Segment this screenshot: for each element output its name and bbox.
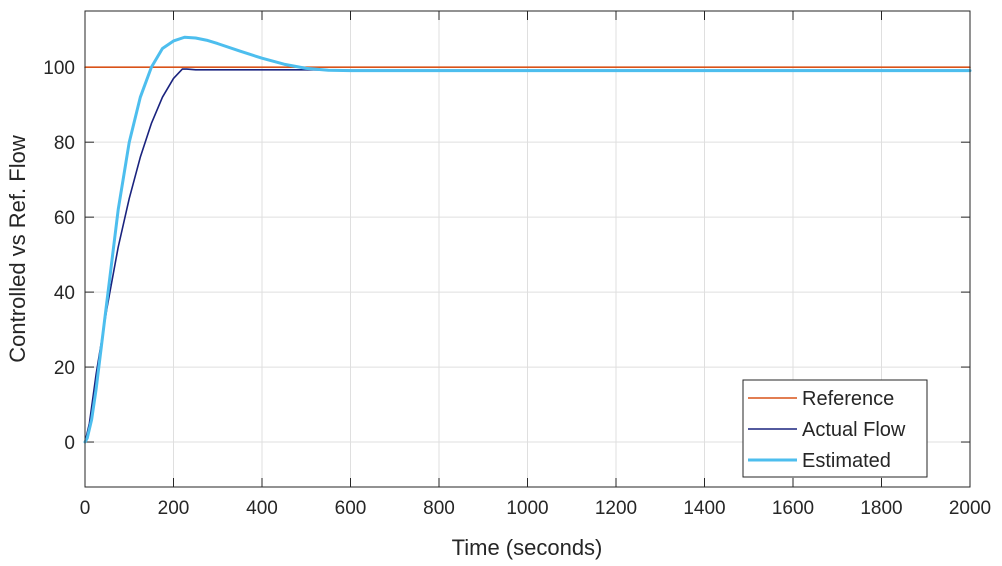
x-tick-label: 600 [335,498,367,519]
x-tick-label: 1000 [506,498,548,519]
x-tick-label: 0 [80,498,91,519]
x-tick-label: 200 [158,498,190,519]
y-tick-label: 0 [64,433,75,454]
x-tick-label: 400 [246,498,278,519]
x-tick-label: 1400 [683,498,725,519]
legend-label-actual-flow: Actual Flow [802,419,906,441]
y-axis-label: Controlled vs Ref. Flow [5,135,30,363]
x-tick-label: 1600 [772,498,814,519]
x-tick-label: 1800 [860,498,902,519]
x-tick-label: 2000 [949,498,991,519]
tick-labels: 0 200 400 600 800 1000 1200 1400 1600 1800 2000 0 20… [43,58,991,519]
x-tick-label: 800 [423,498,455,519]
y-tick-label: 80 [54,133,75,154]
plot-frame [84,10,971,488]
x-axis-label: Time (seconds) [452,535,603,560]
series-group [83,35,972,444]
y-tick-label: 20 [54,358,75,379]
legend-label-reference: Reference [802,388,894,410]
legend: Reference Actual Flow Estimated [742,379,928,478]
x-tick-label: 1200 [595,498,637,519]
y-tick-label: 60 [54,208,75,229]
series-line-estimated [83,35,972,444]
y-tick-label: 100 [43,58,75,79]
legend-label-estimated: Estimated [802,450,891,472]
y-tick-label: 40 [54,283,75,304]
